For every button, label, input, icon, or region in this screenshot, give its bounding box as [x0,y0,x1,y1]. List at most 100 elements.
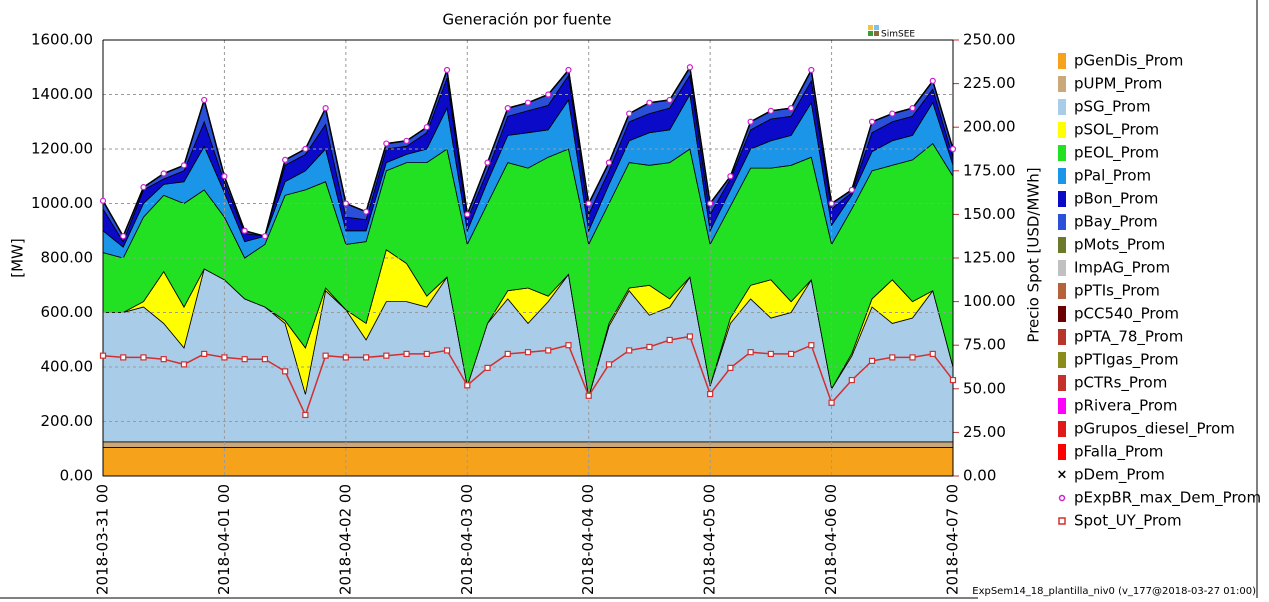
marker [545,91,552,98]
y-tick-label: 400.00 [41,358,94,376]
marker [342,354,349,361]
legend-label: pPTIs_Prom [1074,282,1160,301]
marker [585,200,592,207]
legend-item: pBon_Prom [1058,190,1158,209]
y2-tick-label: 75.00 [963,336,1006,354]
legend-label: pPTA_78_Prom [1074,328,1183,347]
marker [949,376,957,384]
marker [464,211,471,218]
marker [605,159,613,166]
x-tick-label: 2018-04-02 00 [336,484,354,595]
legend-label: pDem_Prom [1074,466,1165,485]
marker [99,197,107,204]
y-tick-label: 600.00 [41,303,94,321]
legend-swatch [1058,168,1066,184]
legend-item: pMots_Prom [1058,236,1165,255]
legend-item: pRivera_Prom [1058,397,1177,416]
legend-swatch [1058,76,1066,92]
marker [747,349,754,356]
marker [342,200,349,207]
marker [504,350,511,358]
legend-label: pPal_Prom [1074,167,1151,186]
marker [282,368,289,375]
marker [889,354,896,361]
marker [828,399,835,406]
logo-icon [868,25,873,30]
marker [767,350,774,358]
x-tick-label: 2018-03-31 00 [94,484,112,595]
legend-label: pExpBR_max_Dem_Prom [1074,489,1261,508]
marker [362,208,370,215]
legend-swatch [1058,122,1066,138]
legend-swatch [1058,352,1066,368]
marker [605,361,613,368]
legend-item: pPal_Prom [1058,167,1151,186]
marker [747,118,754,125]
y2-tick-label: 125.00 [963,249,1016,267]
marker [322,105,329,112]
marker [201,96,208,104]
marker [221,354,228,361]
marker [261,233,269,240]
y2-tick-label: 0.00 [963,467,996,485]
marker [868,118,876,125]
legend-item: pExpBR_max_Dem_Prom [1058,489,1261,508]
y-tick-label: 200.00 [41,412,94,430]
marker [909,354,916,361]
legend-swatch [1058,421,1066,437]
legend-item: pUPM_Prom [1058,75,1162,94]
marker [707,200,714,207]
marker [828,200,835,207]
legend-item: pBay_Prom [1058,213,1158,232]
legend-item: pPTIgas_Prom [1058,351,1179,370]
marker [646,99,653,106]
x-tick-label: 2018-04-07 00 [944,484,962,595]
marker [99,352,107,359]
marker [383,352,390,359]
logo-icon [874,31,879,36]
marker [484,364,491,371]
marker [383,140,390,147]
legend-label: pFalla_Prom [1074,443,1163,462]
marker [443,347,451,354]
marker [889,110,896,117]
legend-item: ImpAG_Prom [1058,259,1170,278]
marker [929,77,936,84]
legend-swatch [1058,53,1066,69]
marker [221,173,228,180]
legend-item: pGenDis_Prom [1058,52,1183,71]
x-tick-label: 2018-04-05 00 [701,484,719,595]
marker [464,382,471,389]
y2-tick-label: 25.00 [963,423,1006,441]
x-tick-label: 2018-04-06 00 [822,484,840,595]
marker [180,162,188,169]
legend-label: pCC540_Prom [1074,305,1179,324]
marker [180,361,188,368]
legend-label: pGenDis_Prom [1074,52,1183,71]
y2-tick-label: 50.00 [963,379,1006,397]
legend-swatch [1058,237,1066,253]
marker [686,64,694,71]
logo-icon [874,25,879,30]
legend-symbol [1058,494,1066,502]
marker [545,347,552,354]
marker [808,66,815,74]
marker [504,105,511,112]
marker [362,354,370,361]
marker [565,342,572,349]
legend-label: pEOL_Prom [1074,144,1159,163]
chart-title: Generación por fuente [442,11,611,29]
marker [443,66,451,74]
marker [302,145,309,153]
marker [848,186,855,193]
legend-swatch [1058,444,1066,460]
legend-item: pFalla_Prom [1058,443,1163,462]
marker [929,350,936,358]
y2-tick-label: 100.00 [963,292,1016,310]
marker [261,356,269,363]
marker [403,350,410,358]
legend-label: pPTIgas_Prom [1074,351,1179,370]
legend-swatch [1058,329,1066,345]
legend-swatch [1058,99,1066,115]
